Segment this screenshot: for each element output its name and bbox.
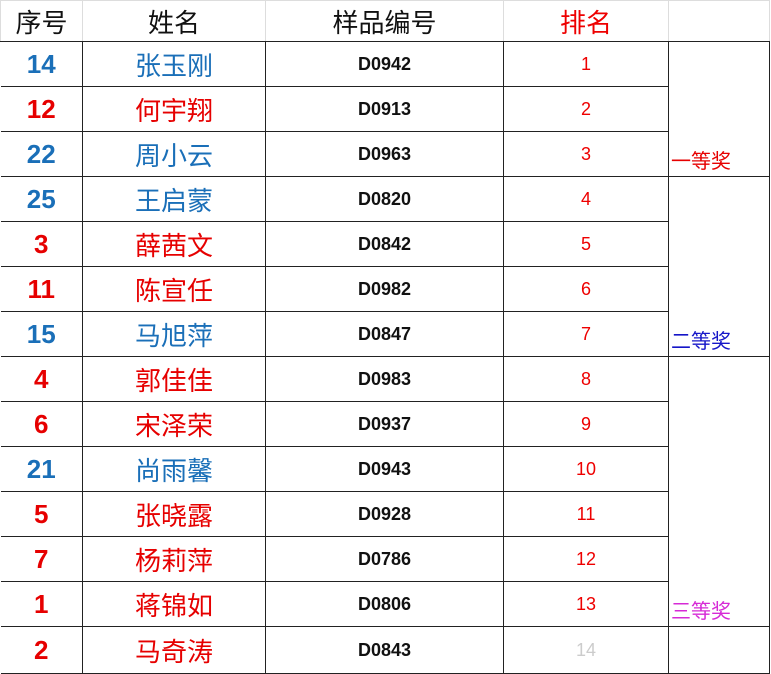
seq-cell[interactable]: 21	[0, 446, 83, 492]
name-cell[interactable]: 宋泽荣	[82, 401, 266, 447]
sample-code-cell[interactable]: D0806	[265, 581, 504, 627]
rank-cell[interactable]: 11	[503, 491, 669, 537]
prize-cell[interactable]: 三等奖	[668, 356, 770, 627]
rank-cell[interactable]: 7	[503, 311, 669, 357]
seq-cell[interactable]: 3	[0, 221, 83, 267]
name-cell[interactable]: 周小云	[82, 131, 266, 177]
name-cell[interactable]: 张晓露	[82, 491, 266, 537]
name-cell[interactable]: 蒋锦如	[82, 581, 266, 627]
rank-cell[interactable]: 6	[503, 266, 669, 312]
name-cell[interactable]: 何宇翔	[82, 86, 266, 132]
sample-code-cell[interactable]: D0847	[265, 311, 504, 357]
seq-cell[interactable]: 4	[0, 356, 83, 402]
table-row: 3 薛茜文 D0842 5	[0, 221, 770, 267]
header-prize[interactable]	[668, 0, 770, 42]
table-row: 25 王启蒙 D0820 4 二等奖	[0, 176, 770, 357]
prize-cell[interactable]: 一等奖	[668, 41, 770, 177]
rank-cell[interactable]: 9	[503, 401, 669, 447]
sample-code-cell[interactable]: D0820	[265, 176, 504, 222]
table-row: 22 周小云 D0963 3	[0, 131, 770, 177]
seq-cell[interactable]: 12	[0, 86, 83, 132]
table-row: 12 何宇翔 D0913 2	[0, 86, 770, 132]
seq-cell[interactable]: 7	[0, 536, 83, 582]
header-code[interactable]: 样品编号	[265, 0, 504, 42]
name-cell[interactable]: 王启蒙	[82, 176, 266, 222]
seq-cell[interactable]: 14	[0, 41, 83, 87]
rank-cell[interactable]: 5	[503, 221, 669, 267]
table-row: 1 蒋锦如 D0806 13	[0, 581, 770, 627]
rank-cell[interactable]: 14	[503, 626, 669, 674]
seq-cell[interactable]: 15	[0, 311, 83, 357]
table-row: 21 尚雨馨 D0943 10	[0, 446, 770, 492]
table-row: 6 宋泽荣 D0937 9	[0, 401, 770, 447]
rank-cell[interactable]: 2	[503, 86, 669, 132]
sample-code-cell[interactable]: D0983	[265, 356, 504, 402]
table-row: 11 陈宣任 D0982 6	[0, 266, 770, 312]
name-cell[interactable]: 马旭萍	[82, 311, 266, 357]
table-row: 15 马旭萍 D0847 7	[0, 311, 770, 357]
sample-code-cell[interactable]: D0842	[265, 221, 504, 267]
name-cell[interactable]: 杨莉萍	[82, 536, 266, 582]
seq-cell[interactable]: 5	[0, 491, 83, 537]
sample-code-cell[interactable]: D0942	[265, 41, 504, 87]
table-row: 2 马奇涛 D0843 14	[0, 626, 770, 674]
seq-cell[interactable]: 6	[0, 401, 83, 447]
table-row: 4 郭佳佳 D0983 8 三等奖	[0, 356, 770, 627]
rank-cell[interactable]: 10	[503, 446, 669, 492]
header-row: 序号 姓名 样品编号 排名	[0, 0, 770, 42]
name-cell[interactable]: 尚雨馨	[82, 446, 266, 492]
seq-cell[interactable]: 1	[0, 581, 83, 627]
seq-cell[interactable]: 11	[0, 266, 83, 312]
rank-cell[interactable]: 12	[503, 536, 669, 582]
name-cell[interactable]: 郭佳佳	[82, 356, 266, 402]
rank-cell[interactable]: 4	[503, 176, 669, 222]
header-name[interactable]: 姓名	[82, 0, 266, 42]
rank-cell[interactable]: 8	[503, 356, 669, 402]
sample-code-cell[interactable]: D0943	[265, 446, 504, 492]
table-row: 14 张玉刚 D0942 1 一等奖	[0, 41, 770, 177]
name-cell[interactable]: 张玉刚	[82, 41, 266, 87]
rank-cell[interactable]: 1	[503, 41, 669, 87]
sample-code-cell[interactable]: D0937	[265, 401, 504, 447]
header-seq[interactable]: 序号	[0, 0, 83, 42]
sample-code-cell[interactable]: D0843	[265, 626, 504, 674]
table-row: 5 张晓露 D0928 11	[0, 491, 770, 537]
sample-code-cell[interactable]: D0928	[265, 491, 504, 537]
header-rank[interactable]: 排名	[503, 0, 669, 42]
sample-code-cell[interactable]: D0786	[265, 536, 504, 582]
seq-cell[interactable]: 25	[0, 176, 83, 222]
sample-code-cell[interactable]: D0963	[265, 131, 504, 177]
sample-code-cell[interactable]: D0982	[265, 266, 504, 312]
seq-cell[interactable]: 2	[0, 626, 83, 674]
seq-cell[interactable]: 22	[0, 131, 83, 177]
table-row: 7 杨莉萍 D0786 12	[0, 536, 770, 582]
name-cell[interactable]: 薛茜文	[82, 221, 266, 267]
prize-cell[interactable]	[668, 626, 770, 674]
sample-code-cell[interactable]: D0913	[265, 86, 504, 132]
rank-cell[interactable]: 13	[503, 581, 669, 627]
prize-cell[interactable]: 二等奖	[668, 176, 770, 357]
rank-cell[interactable]: 3	[503, 131, 669, 177]
name-cell[interactable]: 陈宣任	[82, 266, 266, 312]
name-cell[interactable]: 马奇涛	[82, 626, 266, 674]
